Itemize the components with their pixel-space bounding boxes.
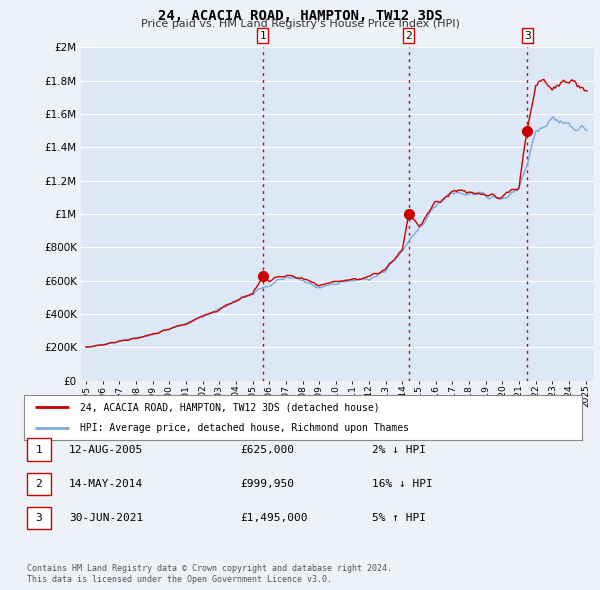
Text: £625,000: £625,000 (240, 445, 294, 454)
Text: 30-JUN-2021: 30-JUN-2021 (69, 513, 143, 523)
Text: 14-MAY-2014: 14-MAY-2014 (69, 479, 143, 489)
Text: Price paid vs. HM Land Registry's House Price Index (HPI): Price paid vs. HM Land Registry's House … (140, 19, 460, 30)
Text: 12-AUG-2005: 12-AUG-2005 (69, 445, 143, 454)
Text: 3: 3 (35, 513, 43, 523)
Text: 24, ACACIA ROAD, HAMPTON, TW12 3DS (detached house): 24, ACACIA ROAD, HAMPTON, TW12 3DS (deta… (80, 402, 379, 412)
Text: Contains HM Land Registry data © Crown copyright and database right 2024.: Contains HM Land Registry data © Crown c… (27, 565, 392, 573)
Text: HPI: Average price, detached house, Richmond upon Thames: HPI: Average price, detached house, Rich… (80, 422, 409, 432)
Text: 2: 2 (405, 31, 412, 41)
Text: 1: 1 (259, 31, 266, 41)
Text: 2: 2 (35, 479, 43, 489)
Text: 1: 1 (35, 445, 43, 454)
Text: 5% ↑ HPI: 5% ↑ HPI (372, 513, 426, 523)
Text: 2% ↓ HPI: 2% ↓ HPI (372, 445, 426, 454)
Text: 3: 3 (524, 31, 530, 41)
Text: 16% ↓ HPI: 16% ↓ HPI (372, 479, 433, 489)
Text: £999,950: £999,950 (240, 479, 294, 489)
Text: This data is licensed under the Open Government Licence v3.0.: This data is licensed under the Open Gov… (27, 575, 332, 584)
Text: £1,495,000: £1,495,000 (240, 513, 308, 523)
Text: 24, ACACIA ROAD, HAMPTON, TW12 3DS: 24, ACACIA ROAD, HAMPTON, TW12 3DS (158, 9, 442, 23)
